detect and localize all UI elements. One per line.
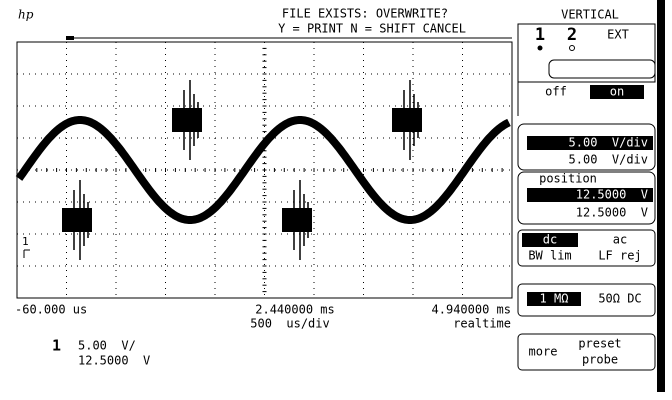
filter-option: LF rej [598, 249, 641, 263]
edge-bar [657, 0, 665, 392]
menu-title: VERTICAL [561, 8, 619, 22]
toggle-option: off [545, 85, 567, 99]
time-right: 4.940000 ms [432, 303, 511, 317]
time-center: 2.440000 ms [255, 303, 334, 317]
time-scale: 500 us/div [250, 317, 329, 331]
channel-option: 2 [567, 25, 577, 45]
highlight [527, 136, 653, 150]
display-toggle[interactable]: off on [517, 81, 655, 116]
more-label: more [529, 345, 558, 359]
highlight [590, 85, 644, 99]
prompt: Y = PRINT N = SHIFT CANCEL [278, 22, 466, 36]
coupling-key[interactable]: dc ac BW lim LF rej [517, 229, 656, 267]
impedance-option: 50Ω DC [598, 292, 641, 306]
highlight [527, 188, 653, 202]
coupling-option: dc [543, 233, 557, 247]
volts-div-selected: 5.00 V/div [569, 136, 648, 150]
softkey-frame [517, 123, 656, 171]
acq-mode: realtime [453, 317, 511, 331]
channel-option: EXT [607, 28, 629, 42]
message: FILE EXISTS: OVERWRITE? [282, 7, 448, 21]
impedance-key[interactable]: 1 MΩ 50Ω DC [517, 283, 656, 317]
position-label: position [539, 172, 597, 186]
volts-div-key[interactable]: 5.00 V/div 5.00 V/div [517, 123, 656, 171]
filter-option: BW lim [528, 249, 571, 263]
toggle-option: on [610, 85, 624, 99]
softkey-frame [517, 283, 656, 317]
unselected-dot [569, 45, 575, 51]
channel-number: 1 [52, 337, 61, 355]
position-selected: 12.5000 V [576, 188, 648, 202]
graticule [16, 41, 513, 299]
softkey-frame [517, 333, 656, 371]
softkey-frame [548, 59, 656, 79]
position-value: 12.5000 V [576, 206, 648, 220]
noise-burst [392, 108, 422, 132]
probe-key[interactable]: preset probe [578, 337, 621, 367]
noise-burst [172, 108, 202, 132]
channel-scale: 5.00 V/ [78, 339, 136, 353]
selected-dot [537, 45, 543, 51]
coupling-option: ac [613, 233, 627, 247]
volts-div-value: 5.00 V/div [569, 153, 648, 167]
channel-select[interactable]: 1 2 EXT [517, 23, 656, 83]
position-key[interactable]: position 12.5000 V 12.5000 V [517, 171, 656, 225]
softkey-frame [517, 229, 656, 267]
waveform-noise [62, 80, 422, 260]
waveform [15, 116, 511, 224]
noise-burst [62, 208, 92, 232]
time-window-marker [66, 36, 74, 40]
channel-option: 1 [535, 25, 545, 45]
impedance-option: 1 MΩ [540, 292, 569, 306]
probe-label: preset [578, 337, 621, 351]
brand: hp [18, 8, 34, 22]
ground-marker: 1 [22, 235, 30, 258]
more-key[interactable]: more [517, 333, 656, 371]
probe-label: probe [582, 353, 618, 367]
softkey-frame [517, 171, 656, 225]
highlight [527, 292, 581, 306]
time-left: -60.000 us [15, 303, 87, 317]
channel-offset: 12.5000 V [78, 354, 150, 368]
noise-burst [282, 208, 312, 232]
ground-label: 1 [22, 235, 29, 248]
softkey-frame [517, 81, 655, 116]
highlight [522, 233, 578, 247]
